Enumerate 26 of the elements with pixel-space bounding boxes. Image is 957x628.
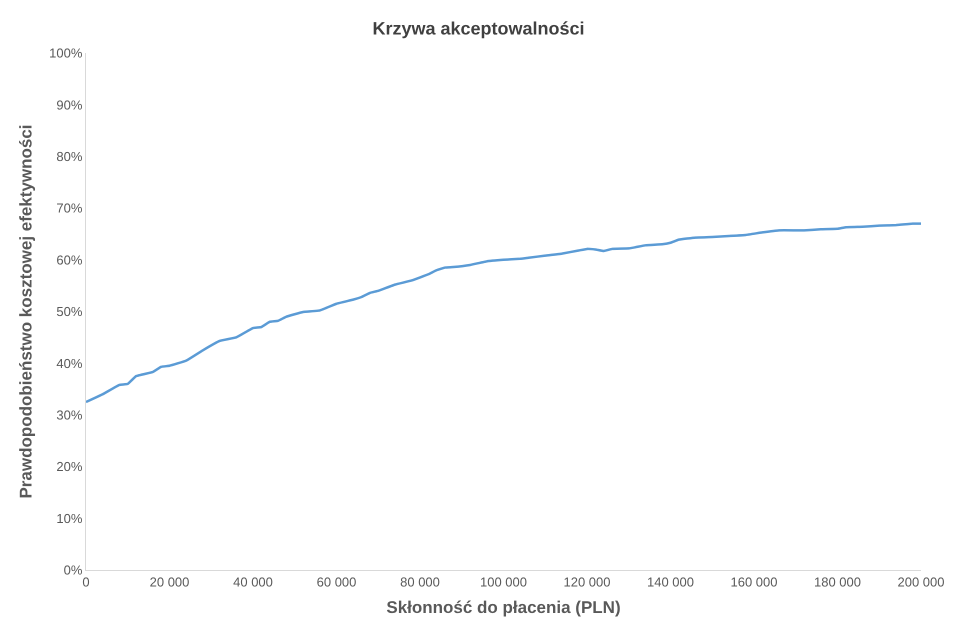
x-tick-label: 60 000	[316, 574, 356, 590]
x-tick-label: 100 000	[480, 574, 527, 590]
x-tick-label: 160 000	[730, 574, 778, 590]
x-tick-label: 0	[82, 574, 90, 590]
y-tick-label: 0%	[64, 562, 83, 578]
y-tick-label: 100%	[49, 46, 83, 61]
y-tick-label: 90%	[56, 97, 83, 112]
y-tick-label: 70%	[56, 200, 83, 216]
y-tick-label: 50%	[56, 304, 83, 320]
x-tick-label: 40 000	[233, 574, 273, 590]
x-tick-label: 200 000	[898, 574, 944, 590]
y-tick-label: 10%	[56, 510, 83, 526]
x-tick-label: 140 000	[647, 574, 694, 590]
y-tick-label: 40%	[56, 356, 83, 371]
y-tick-label: 20%	[56, 459, 83, 474]
x-tick-label: 20 000	[150, 574, 190, 590]
y-tick-label: 60%	[56, 252, 83, 268]
y-tick-label: 30%	[56, 407, 83, 422]
x-tick-label: 80 000	[400, 574, 440, 590]
y-tick-label: 80%	[56, 148, 83, 164]
x-tick-label: 120 000	[564, 574, 610, 590]
y-axis-title: Prawdopodobieństwo kosztowej efektywności	[16, 124, 36, 499]
chart-title: Krzywa akceptowalności	[372, 18, 585, 39]
line-series	[86, 222, 921, 404]
x-axis-title: Skłonność do płacenia (PLN)	[386, 598, 621, 617]
x-tick-label: 180 000	[814, 574, 861, 590]
